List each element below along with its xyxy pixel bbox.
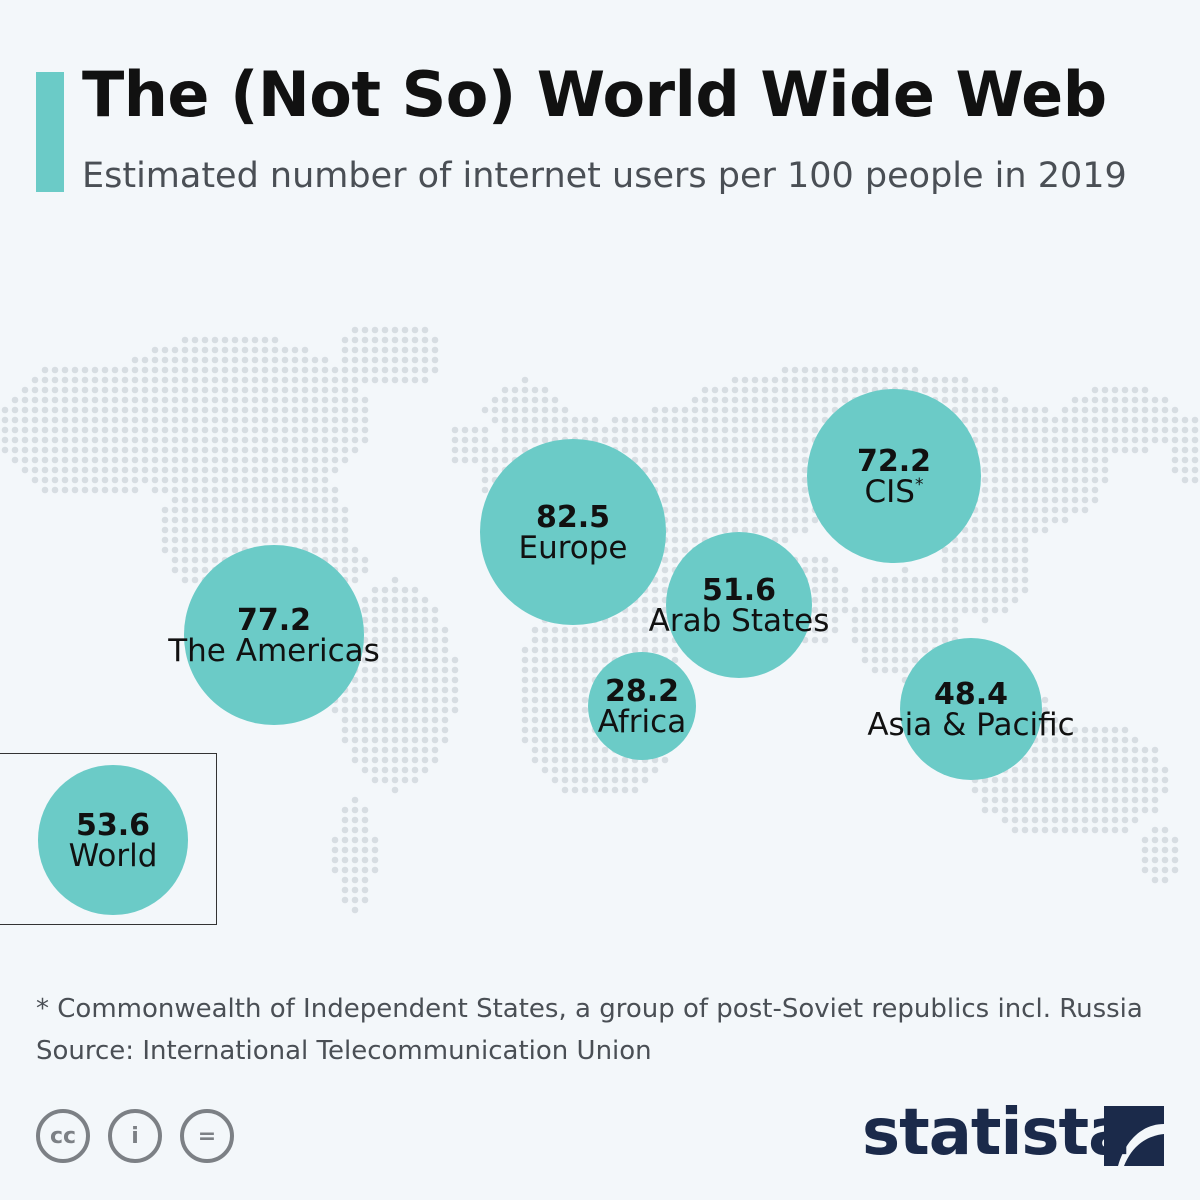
bubble-label-africa: 28.2 Africa <box>598 676 686 738</box>
bubble-world <box>38 765 188 915</box>
region-label: Asia & Pacific <box>867 707 1075 743</box>
value-label: 72.2 <box>856 444 932 479</box>
bubble-label-cis: 72.2 CIS* <box>857 446 931 508</box>
value-label: 77.2 <box>236 603 312 638</box>
region-label: Arab States <box>648 603 830 639</box>
bubble-europe <box>480 439 666 625</box>
bubble-label-world: 53.6 World <box>69 810 158 872</box>
value-label: 28.2 <box>604 674 680 709</box>
region-label: CIS* <box>864 474 924 510</box>
footnote: * Commonwealth of Independent States, a … <box>36 994 1143 1024</box>
bubble-label-the-americas: 77.2 The Americas <box>168 605 380 667</box>
bubble-asia-and-pacific <box>900 638 1042 780</box>
value-label: 51.6 <box>701 573 777 608</box>
bubble-the-americas <box>184 545 364 725</box>
region-label: The Americas <box>168 633 380 669</box>
bubble-africa <box>587 651 697 761</box>
chart-title: The (Not So) World Wide Web <box>82 58 1107 131</box>
title-accent-bar <box>36 72 64 192</box>
bubble-label-arab-states: 51.6 Arab States <box>649 575 830 637</box>
footnote-marker: * <box>914 475 924 495</box>
value-label: 82.5 <box>535 500 611 535</box>
by-person-icon[interactable]: i <box>108 1109 162 1163</box>
cc-icon[interactable]: cc <box>36 1109 90 1163</box>
bubble-label-asia-and-pacific: 48.4 Asia & Pacific <box>867 679 1074 741</box>
source-note: Source: International Telecommunication … <box>36 1036 652 1066</box>
equals-nd-icon[interactable]: = <box>180 1109 234 1163</box>
statista-logo[interactable]: statista <box>862 1096 1131 1170</box>
bubble-cis <box>807 389 981 563</box>
statista-logo-mark-icon <box>1104 1106 1164 1166</box>
value-label: 53.6 <box>75 808 151 843</box>
bubble-label-europe: 82.5 Europe <box>518 502 627 564</box>
region-label: Africa <box>597 704 687 740</box>
bubble-arab-states <box>665 531 813 679</box>
region-label: Europe <box>518 530 628 566</box>
region-label: World <box>68 838 158 874</box>
value-label: 48.4 <box>933 677 1009 712</box>
chart-subtitle: Estimated number of internet users per 1… <box>82 156 1127 196</box>
